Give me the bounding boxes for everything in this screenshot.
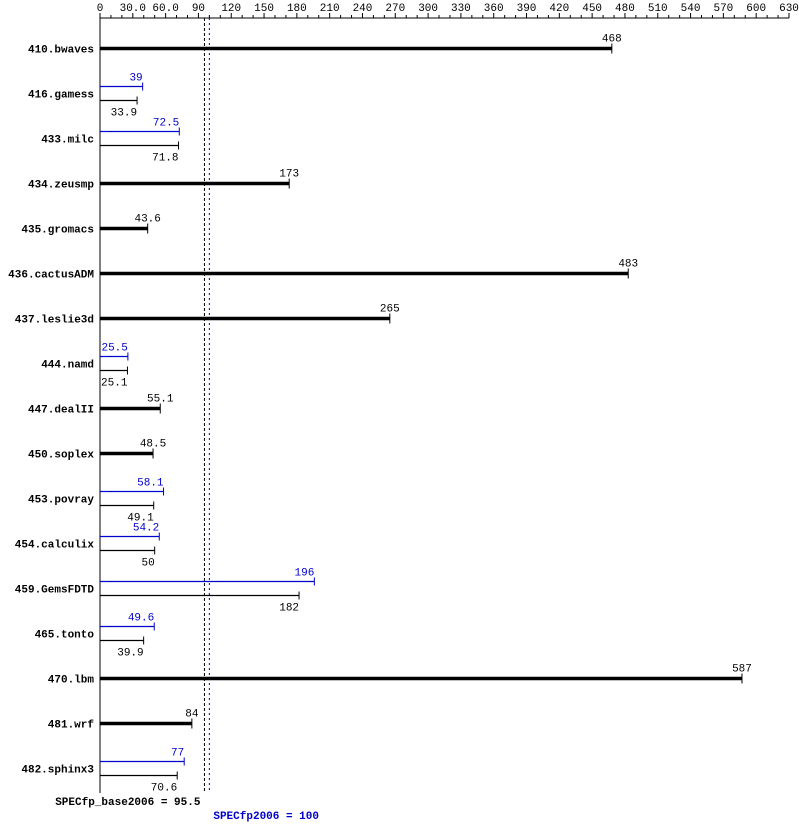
benchmark-label: 450.soplex: [28, 450, 94, 462]
reference-label: SPECfp2006 = 100: [213, 811, 319, 823]
benchmark-label: 482.sphinx3: [21, 765, 94, 777]
value-base: 39.9: [117, 648, 143, 660]
x-tick-label: 360: [484, 3, 504, 15]
value-base: 50: [141, 558, 154, 570]
benchmark-label: 459.GemsFDTD: [15, 585, 95, 597]
benchmark-label: 434.zeusmp: [28, 180, 94, 192]
benchmark-label: 470.lbm: [48, 675, 95, 687]
benchmark-label: 465.tonto: [35, 630, 95, 642]
benchmark-label: 435.gromacs: [21, 225, 94, 237]
value-peak: 39: [129, 73, 142, 85]
x-tick-label: 60.0: [152, 3, 178, 15]
benchmark-label: 444.namd: [41, 360, 94, 372]
value-base: 70.6: [151, 783, 177, 795]
value-base: 182: [279, 603, 299, 615]
value-base: 33.9: [111, 108, 137, 120]
x-tick-label: 210: [320, 3, 340, 15]
benchmark-label: 437.leslie3d: [15, 315, 94, 327]
x-tick-label: 540: [681, 3, 701, 15]
value-base: 468: [602, 34, 622, 46]
value-base: 25.1: [101, 378, 128, 390]
x-tick-label: 270: [385, 3, 405, 15]
value-base: 71.8: [152, 153, 178, 165]
value-base: 173: [279, 169, 299, 181]
value-peak: 72.5: [153, 118, 179, 130]
benchmark-label: 410.bwaves: [28, 45, 94, 57]
x-tick-label: 90: [192, 3, 205, 15]
value-base: 55.1: [147, 394, 174, 406]
benchmark-label: 436.cactusADM: [8, 270, 94, 282]
x-tick-label: 120: [221, 3, 241, 15]
x-tick-label: 570: [713, 3, 733, 15]
x-tick-label: 30.0: [120, 3, 146, 15]
value-base: 483: [618, 259, 638, 271]
value-peak: 25.5: [101, 343, 127, 355]
benchmark-label: 447.dealII: [28, 405, 94, 417]
x-tick-label: 630: [779, 3, 799, 15]
x-tick-label: 480: [615, 3, 635, 15]
x-tick-label: 180: [287, 3, 307, 15]
x-tick-label: 600: [746, 3, 766, 15]
x-tick-label: 300: [418, 3, 438, 15]
x-tick-label: 240: [353, 3, 373, 15]
value-base: 43.6: [134, 214, 160, 226]
x-tick-label: 420: [549, 3, 569, 15]
value-peak: 196: [295, 568, 315, 580]
value-base: 48.5: [140, 439, 166, 451]
value-base: 84: [185, 709, 199, 721]
value-peak: 49.6: [128, 613, 154, 625]
x-tick-label: 450: [582, 3, 602, 15]
benchmark-label: 481.wrf: [48, 720, 95, 732]
benchmark-label: 454.calculix: [15, 540, 95, 552]
value-base: 587: [732, 664, 752, 676]
value-peak: 58.1: [137, 478, 164, 490]
benchmark-label: 433.milc: [41, 135, 94, 147]
x-tick-label: 510: [648, 3, 668, 15]
benchmark-chart: 0 30.0 60.0 90 120 150 180 210 240 270 300 330 360 39…: [0, 0, 799, 831]
value-peak: 77: [171, 748, 184, 760]
x-tick-label: 330: [451, 3, 471, 15]
value-base: 265: [380, 304, 400, 316]
benchmark-label: 453.povray: [28, 495, 94, 507]
value-peak: 54.2: [133, 523, 159, 535]
x-tick-label: 0: [97, 3, 104, 15]
x-tick-label: 150: [254, 3, 274, 15]
benchmark-label: 416.gamess: [28, 90, 94, 102]
reference-label: SPECfp_base2006 = 95.5: [55, 797, 201, 809]
x-tick-label: 390: [517, 3, 537, 15]
